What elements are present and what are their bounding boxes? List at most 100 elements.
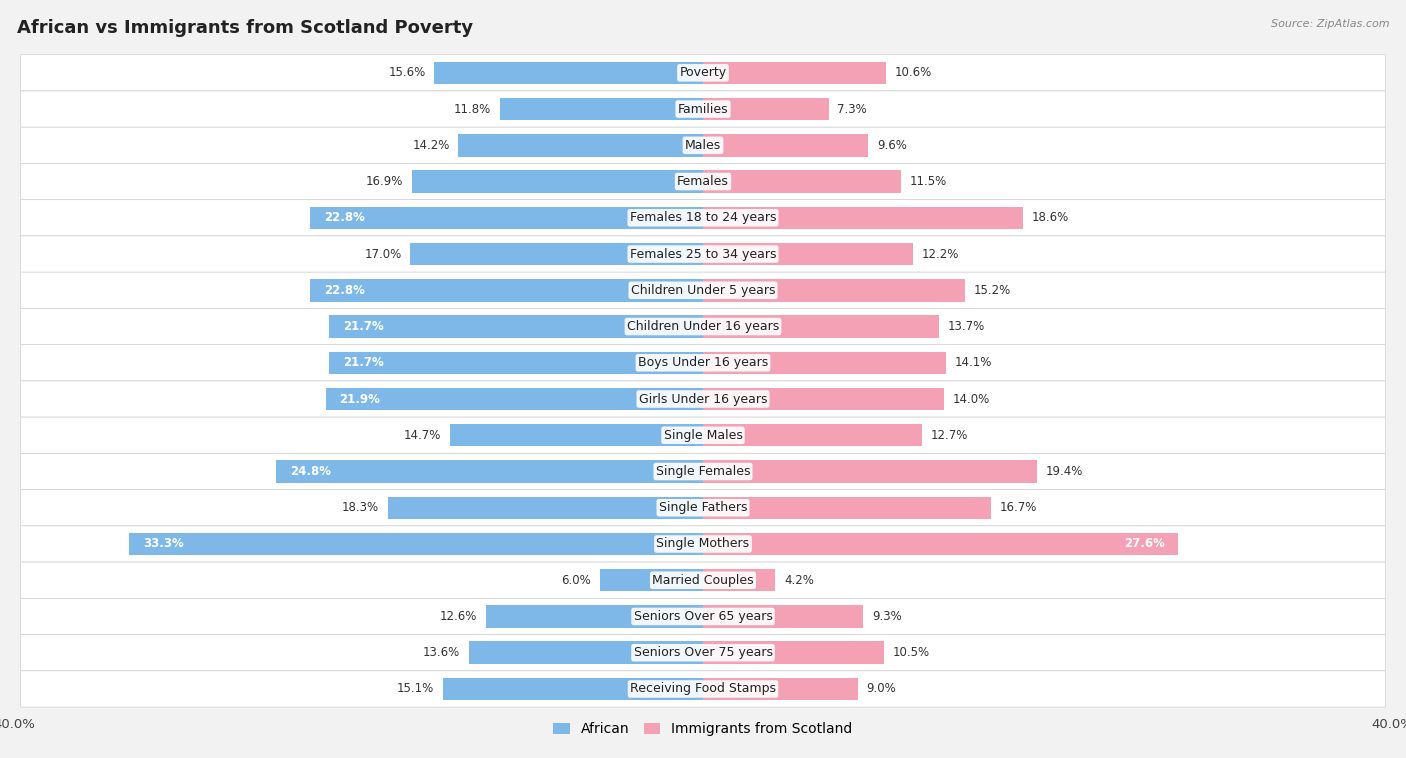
Text: 16.7%: 16.7% <box>1000 501 1036 514</box>
Text: 14.1%: 14.1% <box>955 356 991 369</box>
FancyBboxPatch shape <box>21 453 1385 490</box>
FancyBboxPatch shape <box>21 671 1385 707</box>
Bar <box>703 352 946 374</box>
FancyBboxPatch shape <box>21 345 1385 381</box>
Text: 15.6%: 15.6% <box>388 67 426 80</box>
Text: 4.2%: 4.2% <box>785 574 814 587</box>
Text: 18.6%: 18.6% <box>1032 211 1069 224</box>
Text: Females 25 to 34 years: Females 25 to 34 years <box>630 248 776 261</box>
Text: 33.3%: 33.3% <box>143 537 184 550</box>
Text: African vs Immigrants from Scotland Poverty: African vs Immigrants from Scotland Pove… <box>17 19 472 37</box>
Bar <box>703 171 901 193</box>
Bar <box>443 678 703 700</box>
Bar <box>703 388 945 410</box>
Text: Receiving Food Stamps: Receiving Food Stamps <box>630 682 776 695</box>
Bar <box>388 496 703 519</box>
Text: Girls Under 16 years: Girls Under 16 years <box>638 393 768 406</box>
Text: Boys Under 16 years: Boys Under 16 years <box>638 356 768 369</box>
Text: Children Under 16 years: Children Under 16 years <box>627 320 779 333</box>
Text: 21.9%: 21.9% <box>340 393 381 406</box>
Text: 15.1%: 15.1% <box>396 682 434 695</box>
Text: 14.2%: 14.2% <box>412 139 450 152</box>
Text: 14.7%: 14.7% <box>404 429 441 442</box>
Text: Females: Females <box>678 175 728 188</box>
Text: 10.6%: 10.6% <box>894 67 931 80</box>
FancyBboxPatch shape <box>21 199 1385 236</box>
Bar <box>486 605 703 628</box>
Bar <box>458 134 703 157</box>
Text: 16.9%: 16.9% <box>366 175 404 188</box>
Bar <box>703 98 828 121</box>
FancyBboxPatch shape <box>21 490 1385 526</box>
Bar <box>703 678 858 700</box>
FancyBboxPatch shape <box>21 634 1385 671</box>
FancyBboxPatch shape <box>21 127 1385 164</box>
Text: 21.7%: 21.7% <box>343 356 384 369</box>
Text: Children Under 5 years: Children Under 5 years <box>631 283 775 297</box>
Text: Poverty: Poverty <box>679 67 727 80</box>
Text: 11.5%: 11.5% <box>910 175 946 188</box>
Text: Single Males: Single Males <box>664 429 742 442</box>
Text: 24.8%: 24.8% <box>290 465 330 478</box>
Bar <box>326 388 703 410</box>
Bar <box>329 352 703 374</box>
Bar <box>703 315 939 338</box>
Text: 6.0%: 6.0% <box>561 574 591 587</box>
Text: 22.8%: 22.8% <box>323 211 366 224</box>
Text: Single Females: Single Females <box>655 465 751 478</box>
FancyBboxPatch shape <box>21 526 1385 562</box>
Bar <box>450 424 703 446</box>
Bar <box>703 533 1178 555</box>
Text: 11.8%: 11.8% <box>454 102 491 115</box>
Bar <box>276 460 703 483</box>
Bar <box>703 460 1038 483</box>
Text: Males: Males <box>685 139 721 152</box>
Text: 17.0%: 17.0% <box>364 248 402 261</box>
Bar <box>703 424 922 446</box>
Bar <box>311 279 703 302</box>
FancyBboxPatch shape <box>21 91 1385 127</box>
FancyBboxPatch shape <box>21 562 1385 598</box>
Text: 7.3%: 7.3% <box>838 102 868 115</box>
Text: 19.4%: 19.4% <box>1046 465 1083 478</box>
Text: 12.2%: 12.2% <box>922 248 959 261</box>
Text: Females 18 to 24 years: Females 18 to 24 years <box>630 211 776 224</box>
Text: 22.8%: 22.8% <box>323 283 366 297</box>
FancyBboxPatch shape <box>21 236 1385 272</box>
Bar <box>434 61 703 84</box>
Bar <box>703 605 863 628</box>
FancyBboxPatch shape <box>21 417 1385 453</box>
FancyBboxPatch shape <box>21 164 1385 199</box>
Bar <box>703 243 912 265</box>
Bar <box>329 315 703 338</box>
Text: 21.7%: 21.7% <box>343 320 384 333</box>
Text: Source: ZipAtlas.com: Source: ZipAtlas.com <box>1271 19 1389 29</box>
Bar <box>599 569 703 591</box>
Bar <box>703 641 884 664</box>
Bar <box>703 279 965 302</box>
Text: 13.6%: 13.6% <box>423 647 460 659</box>
Text: 27.6%: 27.6% <box>1123 537 1164 550</box>
Bar <box>703 496 991 519</box>
Bar <box>412 171 703 193</box>
Text: 18.3%: 18.3% <box>342 501 380 514</box>
Text: 15.2%: 15.2% <box>973 283 1011 297</box>
FancyBboxPatch shape <box>21 309 1385 345</box>
Bar <box>703 134 869 157</box>
Text: Married Couples: Married Couples <box>652 574 754 587</box>
FancyBboxPatch shape <box>21 55 1385 91</box>
Text: 10.5%: 10.5% <box>893 647 929 659</box>
Text: 9.6%: 9.6% <box>877 139 907 152</box>
Text: 9.3%: 9.3% <box>872 610 901 623</box>
Text: Seniors Over 75 years: Seniors Over 75 years <box>634 647 772 659</box>
Text: Seniors Over 65 years: Seniors Over 65 years <box>634 610 772 623</box>
Bar <box>499 98 703 121</box>
Text: 9.0%: 9.0% <box>866 682 897 695</box>
Text: Single Fathers: Single Fathers <box>659 501 747 514</box>
Text: 14.0%: 14.0% <box>953 393 990 406</box>
Text: Single Mothers: Single Mothers <box>657 537 749 550</box>
Text: 13.7%: 13.7% <box>948 320 984 333</box>
Text: 12.7%: 12.7% <box>931 429 967 442</box>
Text: Families: Families <box>678 102 728 115</box>
FancyBboxPatch shape <box>21 272 1385 309</box>
